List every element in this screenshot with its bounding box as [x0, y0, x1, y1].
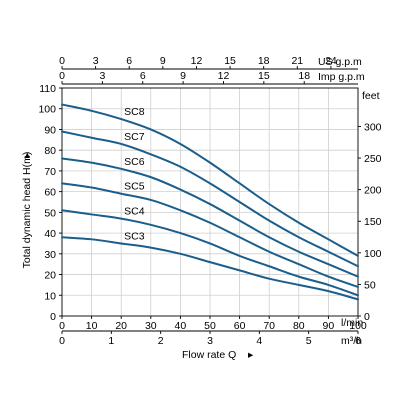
curve-sc3: [61, 236, 359, 301]
curve-sc8: [61, 103, 359, 257]
curve-sc7: [61, 130, 359, 268]
m3h-tick-label: 4: [256, 335, 262, 347]
y-tick-label: 70: [44, 166, 56, 178]
y-tick-label: 80: [44, 145, 56, 157]
feet-tick-label: 50: [364, 279, 376, 291]
y-tick-label: 40: [44, 228, 56, 240]
y-tick-label: 30: [44, 249, 56, 261]
y-tick-label: 90: [44, 124, 56, 136]
imp-gpm-tick-label: 15: [258, 70, 270, 82]
us-gpm-tick-label: 12: [191, 55, 203, 67]
series-label-sc7: SC7: [124, 131, 145, 143]
curves: [61, 103, 359, 301]
us-gpm-tick-label: 0: [59, 55, 65, 67]
y-tick-label: 0: [50, 311, 56, 323]
curve-sc6: [61, 157, 359, 278]
series-label-sc8: SC8: [124, 106, 145, 118]
x-tick-label: 20: [115, 320, 127, 332]
x-axis-title: Flow rate Q: [182, 349, 236, 361]
y-tick-label: 100: [38, 104, 56, 116]
imp-gpm-tick-label: 6: [140, 70, 146, 82]
bottom-lmin-unit: l/min: [341, 317, 363, 329]
bottom-m3h-unit: m³/h: [341, 335, 362, 347]
us-gpm-tick-label: 6: [126, 55, 132, 67]
x-tick-label: 80: [293, 320, 305, 332]
labels: Flow rate Q ▸ Total dynamic head H(m) ▸ …: [21, 56, 380, 361]
feet-tick-label: 250: [364, 153, 382, 165]
y-tick-label: 110: [39, 83, 56, 95]
m3h-tick-label: 2: [158, 335, 164, 347]
top-imp-unit: Imp g.p.m: [318, 71, 365, 83]
top-us-unit: US g.p.m: [318, 56, 362, 68]
imp-gpm-tick-label: 3: [99, 70, 105, 82]
y-axis-arrow: ▸: [21, 152, 33, 158]
right-feet-unit: feet: [362, 90, 380, 102]
y-tick-label: 10: [44, 290, 56, 302]
m3h-tick-label: 0: [59, 335, 65, 347]
imp-gpm-tick-label: 9: [180, 70, 186, 82]
feet-tick-label: 150: [364, 216, 382, 228]
y-tick-label: 60: [44, 187, 56, 199]
x-axis-arrow: ▸: [248, 349, 254, 361]
us-gpm-tick-label: 21: [291, 55, 303, 67]
x-tick-label: 60: [234, 320, 246, 332]
curve-sc5: [61, 182, 359, 288]
feet-tick-label: 0: [364, 311, 370, 323]
grid: [62, 88, 358, 316]
imp-gpm-tick-label: 12: [218, 70, 230, 82]
feet-tick-label: 200: [364, 185, 382, 197]
y-tick-label: 20: [44, 270, 56, 282]
m3h-tick-label: 5: [306, 335, 312, 347]
imp-gpm-tick-label: 18: [298, 70, 310, 82]
series-label-sc4: SC4: [124, 206, 145, 218]
x-tick-label: 50: [204, 320, 216, 332]
m3h-tick-label: 6: [355, 335, 361, 347]
m3h-tick-label: 1: [108, 335, 114, 347]
x-tick-label: 10: [86, 320, 98, 332]
us-gpm-tick-label: 24: [325, 55, 337, 67]
y-tick-label: 50: [44, 207, 56, 219]
m3h-tick-label: 3: [207, 335, 213, 347]
curve-sc4: [61, 209, 359, 297]
us-gpm-tick-label: 15: [224, 55, 236, 67]
series-label-sc3: SC3: [124, 230, 145, 242]
x-tick-label: 30: [145, 320, 157, 332]
x-tick-label: 0: [59, 320, 65, 332]
feet-tick-label: 100: [364, 248, 382, 260]
series-label-sc5: SC5: [124, 181, 145, 193]
us-gpm-tick-label: 3: [93, 55, 99, 67]
imp-gpm-tick-label: 0: [59, 70, 65, 82]
series-label-sc6: SC6: [124, 156, 145, 168]
y-axis-title: Total dynamic head H(m): [21, 152, 33, 269]
us-gpm-tick-label: 9: [160, 55, 166, 67]
feet-tick-label: 300: [364, 121, 382, 133]
x-tick-label: 40: [175, 320, 187, 332]
x-tick-label: 70: [263, 320, 275, 332]
x-tick-label: 100: [349, 320, 367, 332]
x-tick-label: 90: [323, 320, 335, 332]
us-gpm-tick-label: 18: [258, 55, 270, 67]
